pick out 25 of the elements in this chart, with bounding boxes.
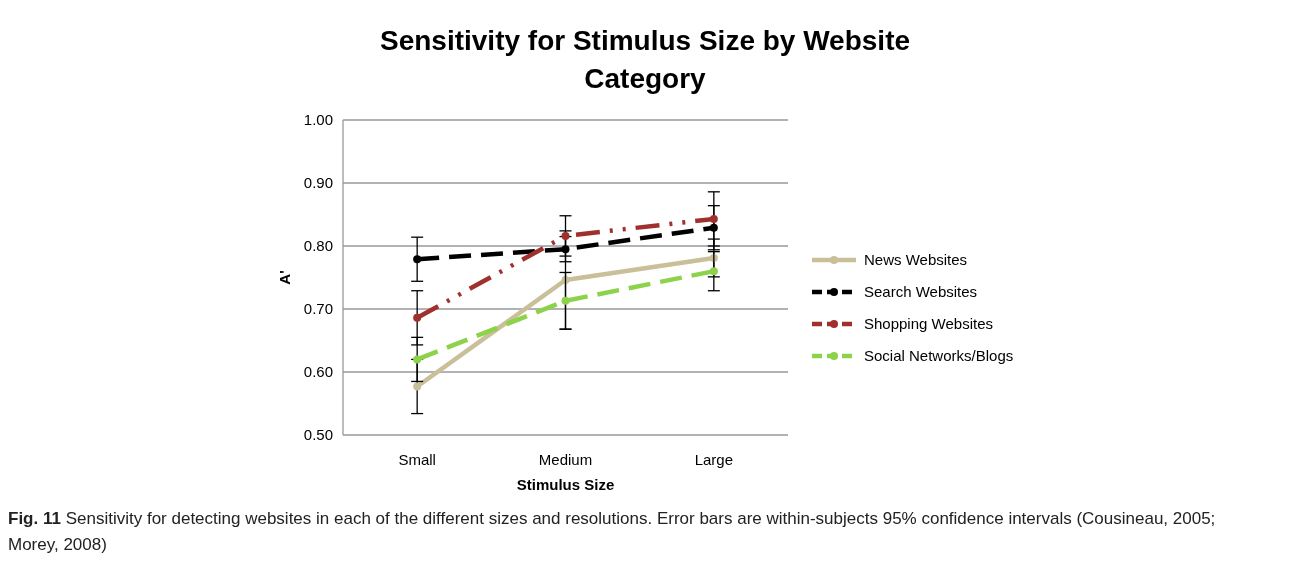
y-axis-title: A'	[276, 270, 293, 285]
y-tick-label: 0.60	[303, 363, 333, 381]
legend-label: Search Websites	[864, 283, 978, 301]
x-tick-label: Large	[694, 451, 734, 468]
y-tick-label: 0.50	[303, 426, 333, 444]
legend-label: Shopping Websites	[864, 315, 993, 333]
point	[709, 214, 718, 223]
x-tick-label: Medium	[538, 451, 593, 468]
point	[709, 267, 718, 276]
caption: Fig. 11 Sensitivity for detecting websites in each of the different sizes and resolutions. Error bars are within-subjects 95% confidence intervals (Cousineau, 2005; Morey, 2008)	[8, 508, 1217, 556]
x-axis-title: Stimulus Size	[516, 476, 615, 493]
chart-title: Sensitivity for Stimulus Size by Website Category	[379, 25, 911, 94]
point	[413, 382, 422, 391]
point	[413, 313, 422, 322]
x-tick-label: Small	[398, 451, 436, 468]
y-tick-label: 1.00	[303, 111, 333, 129]
legend-label: Social Networks/Blogs	[864, 347, 1014, 365]
legend-label: News Websites	[864, 251, 968, 269]
point	[413, 255, 422, 264]
y-tick-label: 0.80	[303, 237, 333, 255]
point	[561, 296, 570, 305]
y-tick-label: 0.90	[303, 174, 333, 192]
point	[709, 223, 718, 232]
point	[561, 231, 570, 240]
y-tick-label: 0.70	[303, 300, 333, 318]
